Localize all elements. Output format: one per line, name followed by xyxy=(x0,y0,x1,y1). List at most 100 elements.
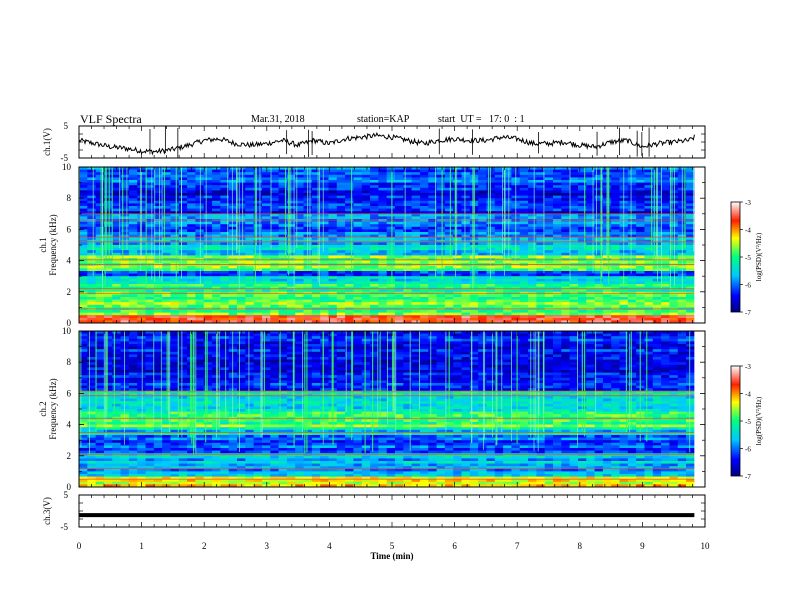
spectrogram-cell xyxy=(120,276,130,280)
spectrogram-cell xyxy=(145,172,155,176)
spectrogram-cell xyxy=(245,206,255,209)
spectrogram-cell xyxy=(112,310,121,313)
spectrogram-cell xyxy=(237,239,246,243)
spectrogram-cell xyxy=(361,206,371,209)
spectrogram-cell xyxy=(386,193,396,196)
spectrogram-cell xyxy=(212,302,221,306)
spectrogram-cell xyxy=(461,289,471,293)
spectrogram-cell xyxy=(544,299,554,303)
spectrogram-cell xyxy=(378,211,388,215)
spectrogram-cell xyxy=(79,281,88,285)
spectrogram-cell xyxy=(286,237,296,241)
spectrogram-cell xyxy=(345,247,354,251)
spectrogram-cell xyxy=(461,315,471,319)
spectrogram-cell xyxy=(519,232,529,235)
spectrogram-cell xyxy=(270,232,279,235)
spectrogram-cell xyxy=(112,252,121,256)
spectrogram-cell xyxy=(295,226,304,230)
spectrogram-cell xyxy=(378,302,388,306)
spectrogram-cell xyxy=(145,242,155,246)
spectrogram-cell xyxy=(345,239,354,243)
spectrogram-cell xyxy=(611,297,620,300)
spectrogram-cell xyxy=(627,213,637,217)
spectrogram-cell xyxy=(386,229,396,233)
spectrogram-cell xyxy=(394,193,404,196)
spectrogram-cell xyxy=(87,200,97,204)
spectrogram-cell xyxy=(594,234,604,238)
spectrogram-cell xyxy=(561,278,571,282)
spectrogram-cell xyxy=(686,302,695,306)
spectrogram-cell xyxy=(486,239,496,243)
spectrogram-cell xyxy=(79,299,88,303)
spectrogram-cell xyxy=(419,195,429,199)
spectrogram-cell xyxy=(552,333,562,337)
spectrogram-cell xyxy=(336,273,346,277)
spectrogram-cell xyxy=(403,190,413,194)
spectrogram-cell xyxy=(278,260,288,264)
spectrogram-cell xyxy=(212,286,221,290)
spectrogram-cell xyxy=(195,185,205,189)
spectrogram-cell xyxy=(403,187,413,191)
spectrogram-cell xyxy=(103,193,113,196)
spectrogram-cell xyxy=(428,242,437,246)
spectrogram-cell xyxy=(386,224,396,228)
spectrogram-cell xyxy=(602,286,612,290)
spectrogram-cell xyxy=(594,237,604,241)
spectrogram-cell xyxy=(170,312,180,316)
spectrogram-cell xyxy=(87,260,97,264)
spectrogram-cell xyxy=(245,195,255,199)
spectrogram-cell xyxy=(345,294,354,298)
spectrogram-cell xyxy=(120,302,130,306)
spectrogram-cell xyxy=(519,177,529,181)
spectrogram-cell xyxy=(677,310,687,313)
spectrogram-cell xyxy=(112,284,121,287)
spectrogram-cell xyxy=(661,169,670,173)
spectrogram-cell xyxy=(103,245,113,248)
spectrogram-cell xyxy=(669,193,679,196)
spectrogram-cell xyxy=(87,195,97,199)
spectrogram-cell xyxy=(153,302,163,306)
spectrogram-cell xyxy=(478,278,487,282)
spectrogram-cell xyxy=(79,208,88,212)
spectrogram-cell xyxy=(561,268,571,272)
spectrogram-cell xyxy=(644,177,654,181)
spectrogram-cell xyxy=(636,265,645,269)
spectrogram-cell xyxy=(594,297,604,300)
spectrogram-cell xyxy=(328,304,338,308)
spectrogram-cell xyxy=(328,276,338,280)
spectrogram-cell xyxy=(627,185,637,189)
spectrogram-cell xyxy=(345,182,354,186)
spectrogram-cell xyxy=(178,200,188,204)
spectrogram-cell xyxy=(145,286,155,290)
spectrogram-cell xyxy=(270,304,279,308)
spectrogram-cell xyxy=(103,333,113,337)
spectrogram-cell xyxy=(644,250,654,254)
spectrogram-cell xyxy=(320,182,329,186)
spectrogram-cell xyxy=(602,299,612,303)
spectrogram-cell xyxy=(278,320,288,324)
spectrogram-cell xyxy=(203,255,213,259)
spectrogram-cell xyxy=(320,211,329,215)
spectrogram-cell xyxy=(378,297,388,300)
spectrogram-cell xyxy=(428,276,437,280)
spectrogram-cell xyxy=(403,221,413,225)
spectrogram-cell xyxy=(311,221,321,225)
spectrogram-cell xyxy=(170,304,180,308)
spectrogram-cell xyxy=(478,193,487,196)
spectrogram-cell xyxy=(411,289,421,293)
spectrogram-cell xyxy=(286,297,296,300)
spectrogram-cell xyxy=(561,281,571,285)
spectrogram-cell xyxy=(511,276,521,280)
spectrogram-cell xyxy=(644,167,654,170)
spectrogram-cell xyxy=(611,315,620,319)
spectrogram-cell xyxy=(528,232,537,235)
spectrogram-cell xyxy=(353,198,363,202)
spectrogram-cell xyxy=(569,294,579,298)
spectrogram-cell xyxy=(170,211,180,215)
spectrogram-cell xyxy=(79,247,88,251)
spectrogram-cell xyxy=(444,234,454,238)
spectrogram-cell xyxy=(270,219,279,222)
spectrogram-cell xyxy=(370,299,379,303)
spectrogram-cell xyxy=(79,174,88,178)
spectrogram-cell xyxy=(428,185,437,189)
